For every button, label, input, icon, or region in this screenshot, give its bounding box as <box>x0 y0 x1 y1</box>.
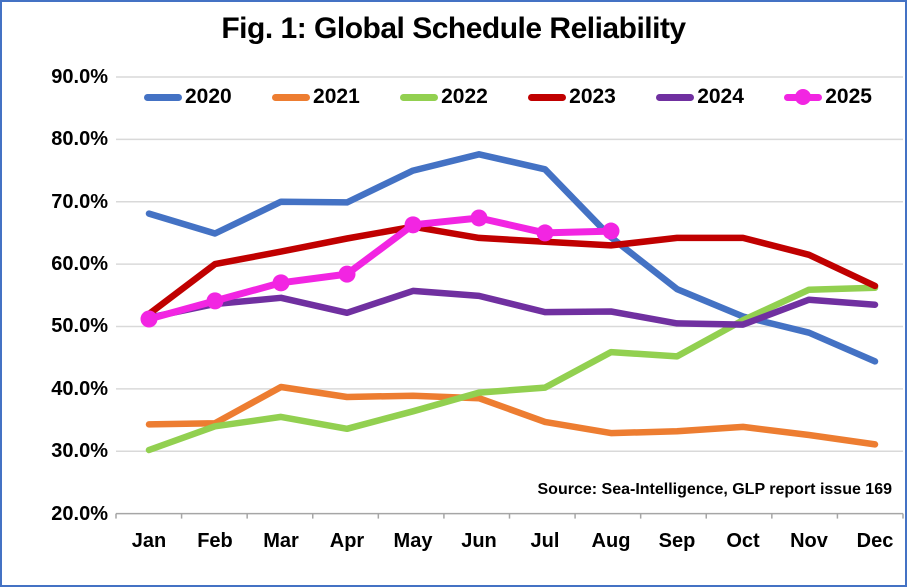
y-tick-label: 20.0% <box>51 502 108 525</box>
data-point-marker-2025 <box>272 274 290 292</box>
data-point-marker-2025 <box>404 216 422 234</box>
data-point-marker-2025 <box>470 209 488 227</box>
data-point-marker-2025 <box>206 292 224 310</box>
legend-label-2021: 2021 <box>313 85 360 108</box>
legend-swatch-2021 <box>272 93 311 101</box>
series-line-2024 <box>145 287 879 328</box>
x-tick-label-aug: Aug <box>591 530 631 552</box>
legend-swatch-2020 <box>144 93 182 101</box>
x-tick-label-apr: Apr <box>329 530 365 552</box>
legend-swatch-2022 <box>400 93 439 101</box>
series-line-2025 <box>145 214 615 323</box>
legend-marker-icon <box>795 89 812 105</box>
legend-label-2023: 2023 <box>569 85 616 108</box>
legend-label-2020: 2020 <box>185 85 232 108</box>
y-tick-label: 40.0% <box>51 377 108 400</box>
legend-item-2020: 2020 <box>144 85 232 109</box>
data-point-marker-2025 <box>602 222 620 240</box>
y-tick-label: 30.0% <box>51 440 108 463</box>
x-tick-label-jan: Jan <box>131 530 167 552</box>
x-tick-label-dec: Dec <box>856 530 894 552</box>
series-line-2021 <box>145 383 879 448</box>
legend-item-2025: 2025 <box>784 85 872 109</box>
legend-label-2025: 2025 <box>825 85 872 108</box>
y-tick-label: 70.0% <box>51 190 108 213</box>
series-line-2022 <box>145 284 879 454</box>
x-tick-label-feb: Feb <box>197 530 233 552</box>
y-tick-label: 60.0% <box>51 253 108 276</box>
x-tick-label-jun: Jun <box>461 530 497 552</box>
legend-swatch-2023 <box>528 93 567 101</box>
y-tick-label: 80.0% <box>51 128 108 151</box>
y-tick-label: 50.0% <box>51 315 108 338</box>
legend-label-2024: 2024 <box>697 85 744 108</box>
series-line-2023 <box>145 223 879 318</box>
data-point-marker-2025 <box>536 224 554 242</box>
data-point-marker-2025 <box>338 265 356 283</box>
legend-item-2021: 2021 <box>272 85 360 109</box>
x-tick-label-mar: Mar <box>263 530 299 552</box>
x-tick-label-nov: Nov <box>790 530 828 552</box>
y-tick-label: 90.0% <box>51 66 108 88</box>
legend-item-2022: 2022 <box>400 85 488 109</box>
x-tick-label-oct: Oct <box>726 530 760 552</box>
x-tick-label-may: May <box>393 530 433 552</box>
legend-label-2022: 2022 <box>441 85 488 108</box>
data-point-marker-2025 <box>140 310 158 328</box>
x-tick-label-jul: Jul <box>530 530 560 552</box>
legend-item-2023: 2023 <box>528 85 616 109</box>
legend-swatch-2025 <box>784 89 823 105</box>
chart-title: Fig. 1: Global Schedule Reliability <box>221 12 686 45</box>
source-note: Source: Sea-Intelligence, GLP report iss… <box>537 481 893 498</box>
legend-swatch-2024 <box>656 93 695 101</box>
chart-legend: 2020 2021 2022 2023 2024 2025 <box>144 84 872 110</box>
x-tick-label-sep: Sep <box>658 530 696 552</box>
legend-item-2024: 2024 <box>656 85 744 109</box>
